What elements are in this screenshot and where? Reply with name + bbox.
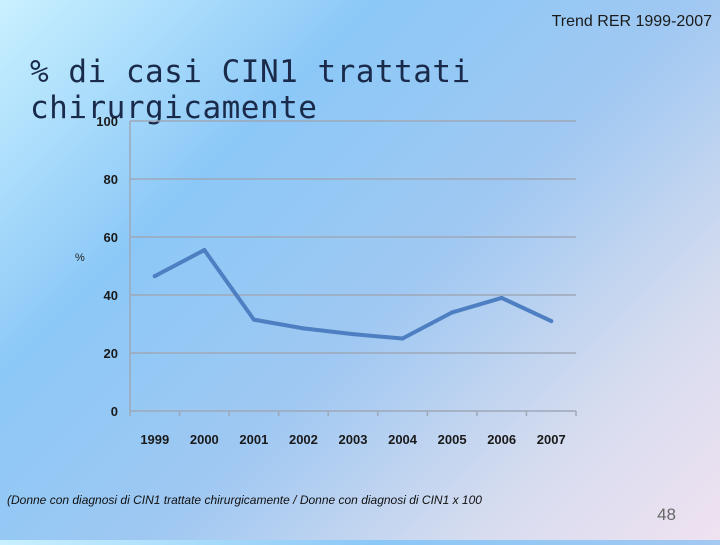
x-tick-label: 1999 bbox=[140, 432, 169, 447]
x-tick-label: 2002 bbox=[289, 432, 318, 447]
y-tick-label: 20 bbox=[104, 346, 118, 361]
slide-title: % di casi CIN1 trattati chirurgicamente bbox=[30, 54, 471, 126]
x-tick-label: 2005 bbox=[438, 432, 467, 447]
y-tick-label: 0 bbox=[111, 404, 118, 419]
data-point bbox=[450, 310, 455, 315]
y-tick-label: 60 bbox=[104, 230, 118, 245]
x-tick-label: 2001 bbox=[239, 432, 268, 447]
data-point bbox=[351, 332, 355, 337]
y-tick-label: 100 bbox=[96, 114, 118, 129]
x-tick-label: 2000 bbox=[190, 432, 219, 447]
data-point bbox=[202, 248, 207, 253]
page-number: 48 bbox=[657, 505, 676, 524]
data-point bbox=[301, 326, 306, 331]
data-point bbox=[499, 295, 504, 300]
data-point bbox=[251, 317, 256, 322]
data-point bbox=[549, 319, 554, 324]
x-tick-label: 2004 bbox=[388, 432, 418, 447]
y-axis-label: % bbox=[75, 252, 85, 264]
data-point bbox=[152, 274, 157, 279]
x-tick-label: 2007 bbox=[537, 432, 566, 447]
x-tick-label: 2006 bbox=[487, 432, 516, 447]
trend-label: Trend RER 1999-2007 bbox=[551, 13, 712, 30]
y-tick-label: 80 bbox=[104, 172, 118, 187]
footnote: (Donne con diagnosi di CIN1 trattate chi… bbox=[7, 493, 482, 507]
data-point bbox=[400, 336, 405, 341]
y-tick-label: 40 bbox=[104, 288, 118, 303]
x-tick-label: 2003 bbox=[339, 432, 368, 447]
